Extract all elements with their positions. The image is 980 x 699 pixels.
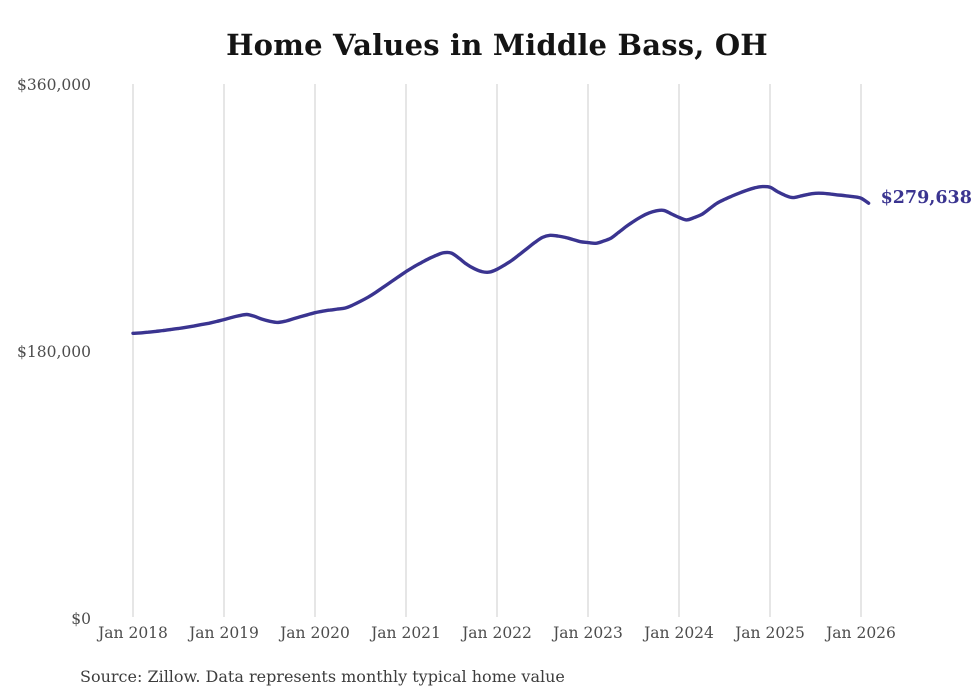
value-line xyxy=(131,184,871,335)
x-tick-label: Jan 2022 xyxy=(462,624,532,642)
x-tick-label: Jan 2020 xyxy=(280,624,350,642)
x-tick-label: Jan 2024 xyxy=(644,624,714,642)
x-tick-label: Jan 2018 xyxy=(98,624,168,642)
y-tick-label: $180,000 xyxy=(17,343,91,361)
source-note: Source: Zillow. Data represents monthly … xyxy=(80,667,565,686)
y-tick-label: $360,000 xyxy=(17,76,91,94)
x-tick-label: Jan 2025 xyxy=(735,624,805,642)
x-tick-label: Jan 2023 xyxy=(553,624,623,642)
x-tick-label: Jan 2021 xyxy=(371,624,441,642)
latest-value-label: $279,638 xyxy=(880,188,972,209)
chart-title: Home Values in Middle Bass, OH xyxy=(226,28,768,62)
y-tick-label: $0 xyxy=(71,610,91,628)
x-tick-label: Jan 2019 xyxy=(189,624,259,642)
x-tick-label: Jan 2026 xyxy=(826,624,896,642)
